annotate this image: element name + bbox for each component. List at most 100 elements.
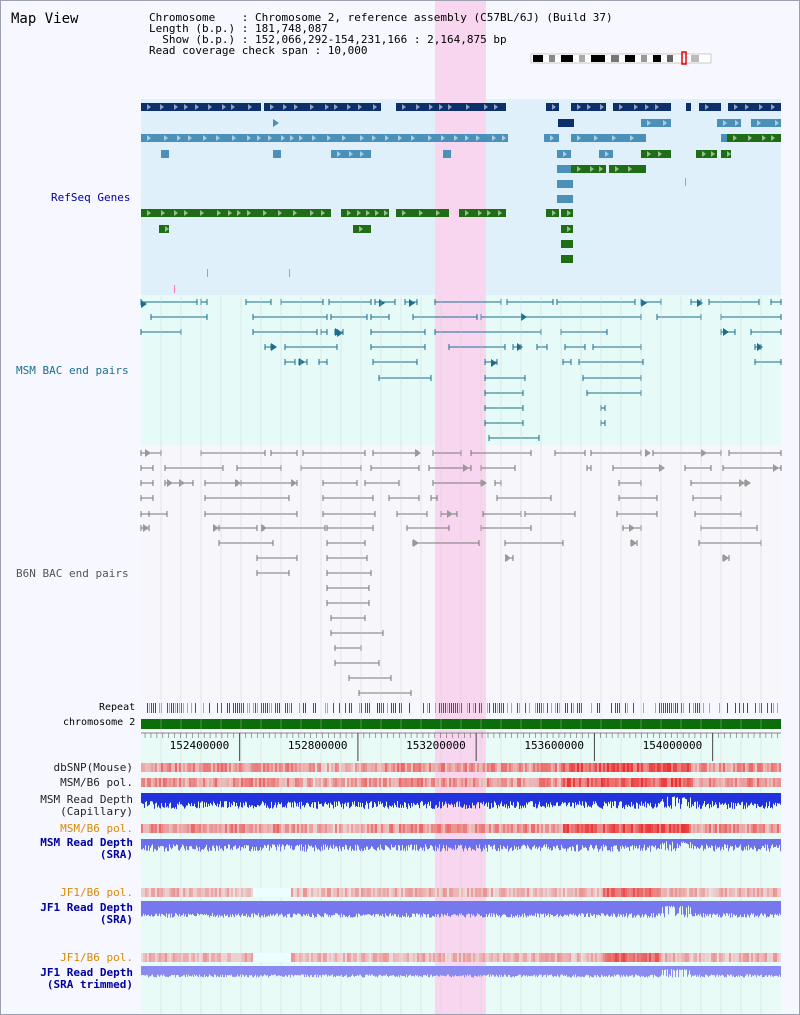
polymorphism-cell xyxy=(731,763,733,772)
gene-strand-arrow xyxy=(552,104,556,110)
polymorphism-cell xyxy=(607,953,609,962)
polymorphism-cell xyxy=(667,763,669,772)
read-depth-bar xyxy=(274,901,275,917)
read-depth-bar xyxy=(455,793,456,807)
read-depth-bar xyxy=(672,901,673,908)
read-depth-bar xyxy=(551,839,552,851)
read-depth-bar xyxy=(403,839,404,851)
gene-strand-arrow xyxy=(645,104,649,110)
polymorphism-cell xyxy=(585,888,587,897)
polymorphism-cell xyxy=(377,778,379,787)
polymorphism-cell xyxy=(521,953,523,962)
polymorphism-cell xyxy=(561,953,563,962)
polymorphism-cell xyxy=(167,888,169,897)
read-depth-bar xyxy=(554,793,555,806)
read-depth-bar xyxy=(423,966,424,976)
read-depth-bar xyxy=(695,901,696,914)
polymorphism-cell xyxy=(229,888,231,897)
read-depth-bar xyxy=(742,839,743,852)
read-depth-bar xyxy=(324,839,325,850)
read-depth-bar xyxy=(211,793,212,805)
polymorphism-cell xyxy=(419,778,421,787)
polymorphism-cell xyxy=(489,778,491,787)
read-depth-bar xyxy=(176,966,177,976)
read-depth-bar xyxy=(253,966,254,978)
polymorphism-cell xyxy=(439,763,441,772)
read-depth-bar xyxy=(415,839,416,851)
polymorphism-cell xyxy=(497,824,499,833)
polymorphism-cell xyxy=(233,888,235,897)
polymorphism-cell xyxy=(279,888,281,897)
polymorphism-cell xyxy=(367,888,369,897)
polymorphism-cell xyxy=(549,953,551,962)
read-depth-bar xyxy=(387,966,388,977)
read-depth-bar xyxy=(618,839,619,852)
polymorphism-cell xyxy=(501,953,503,962)
polymorphism-cell xyxy=(759,763,761,772)
read-depth-bar xyxy=(767,839,768,845)
read-depth-bar xyxy=(401,793,402,808)
read-depth-bar xyxy=(528,966,529,976)
polymorphism-cell xyxy=(713,953,715,962)
polymorphism-cell xyxy=(639,888,641,897)
read-depth-bar xyxy=(506,966,507,977)
read-depth-bar xyxy=(754,839,755,847)
polymorphism-cell xyxy=(563,763,565,772)
polymorphism-cell xyxy=(581,763,583,772)
read-depth-bar xyxy=(351,966,352,976)
read-depth-bar xyxy=(736,793,737,807)
read-depth-bar xyxy=(202,901,203,915)
read-depth-bar xyxy=(144,793,145,808)
polymorphism-cell xyxy=(643,824,645,833)
read-depth-bar xyxy=(725,839,726,845)
read-depth-bar xyxy=(614,901,615,914)
read-depth-bar xyxy=(361,966,362,977)
read-depth-bar xyxy=(536,966,537,976)
read-depth-bar xyxy=(392,966,393,976)
read-depth-bar xyxy=(658,901,659,914)
polymorphism-cell xyxy=(767,763,769,772)
gene-strand-arrow xyxy=(439,104,443,110)
read-depth-bar xyxy=(706,793,707,806)
polymorphism-cell xyxy=(411,763,413,772)
polymorphism-cell xyxy=(143,888,145,897)
polymorphism-cell xyxy=(361,888,363,897)
polymorphism-cell xyxy=(339,953,341,962)
polymorphism-cell xyxy=(615,763,617,772)
read-depth-bar xyxy=(207,901,208,916)
read-depth-bar xyxy=(433,839,434,850)
read-depth-bar xyxy=(323,966,324,975)
read-depth-bar xyxy=(369,839,370,850)
polymorphism-cell xyxy=(445,888,447,897)
gene-strand-arrow xyxy=(310,104,314,110)
read-depth-bar xyxy=(170,966,171,977)
read-depth-bar xyxy=(520,793,521,806)
polymorphism-cell xyxy=(697,953,699,962)
read-depth-bar xyxy=(308,901,309,914)
polymorphism-cell xyxy=(541,824,543,833)
polymorphism-cell xyxy=(769,953,771,962)
polymorphism-cell xyxy=(157,953,159,962)
read-depth-bar xyxy=(568,839,569,849)
read-depth-bar xyxy=(746,839,747,847)
read-depth-bar xyxy=(421,839,422,848)
read-depth-bar xyxy=(525,793,526,808)
polymorphism-cell xyxy=(419,824,421,833)
read-depth-bar xyxy=(400,901,401,917)
read-depth-bar xyxy=(379,839,380,850)
polymorphism-cell xyxy=(569,778,571,787)
polymorphism-cell xyxy=(613,953,615,962)
read-depth-bar xyxy=(365,793,366,806)
read-depth-bar xyxy=(201,793,202,802)
read-depth-bar xyxy=(198,901,199,914)
read-depth-bar xyxy=(259,901,260,917)
polymorphism-cell xyxy=(335,953,337,962)
polymorphism-cell xyxy=(261,953,263,962)
read-depth-bar xyxy=(508,901,509,918)
read-depth-bar xyxy=(500,966,501,978)
repeat-element xyxy=(565,703,566,713)
gene-strand-arrow xyxy=(327,135,331,141)
read-depth-bar xyxy=(282,839,283,845)
polymorphism-cell xyxy=(659,888,661,897)
